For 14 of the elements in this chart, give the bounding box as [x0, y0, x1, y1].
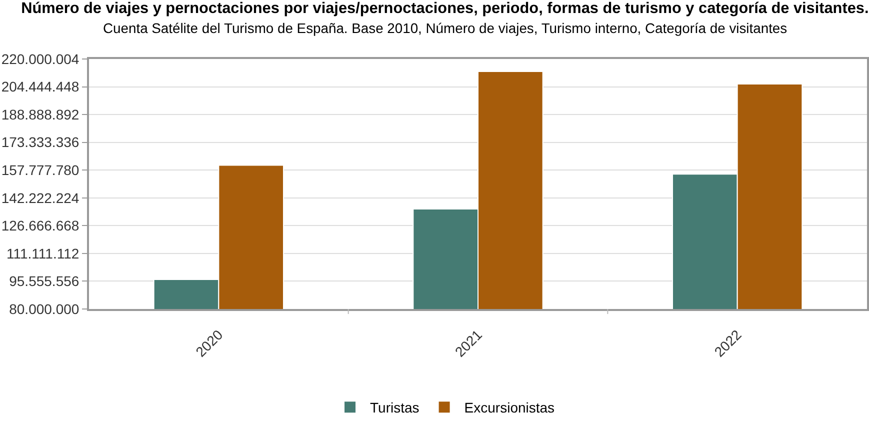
y-tick-label: 188.888.892 — [1, 106, 80, 122]
legend-label: Turistas — [370, 400, 420, 416]
chart-subtitle: Cuenta Satélite del Turismo de España. Base 2010, Número de viajes, Turismo interno, Categoría de visitantes — [103, 20, 788, 36]
y-tick-label: 142.222.224 — [1, 190, 80, 206]
y-tick-label: 111.111.112 — [6, 245, 80, 262]
y-tick-label: 157.777.780 — [1, 162, 80, 178]
chart-title: Número de viajes y pernoctaciones por viajes/pernoctaciones, periodo, formas de turismo y categoría de visitantes. — [21, 0, 869, 17]
y-tick-label: 80.000.000 — [9, 300, 80, 317]
y-tick-label: 220.000.004 — [1, 50, 80, 67]
y-tick-label: 95.555.556 — [9, 273, 80, 290]
y-tick-label: 204.444.448 — [1, 78, 80, 95]
y-tick-label: 126.666.668 — [1, 218, 80, 234]
y-tick-label: 173.333.336 — [1, 134, 80, 150]
legend-label: Excursionistas — [464, 400, 555, 416]
